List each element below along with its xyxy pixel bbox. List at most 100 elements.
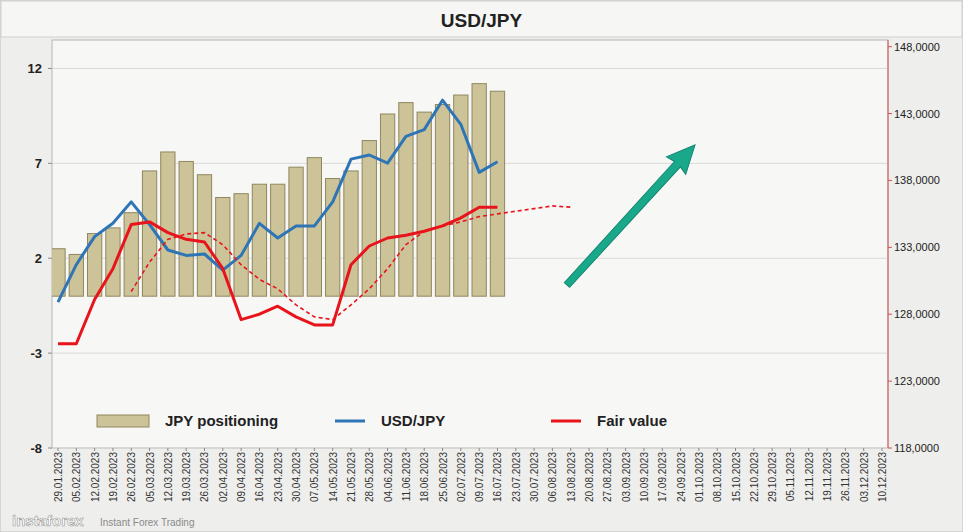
x-tick-label: 26.03.2023 — [199, 452, 210, 502]
legend-swatch — [551, 420, 581, 423]
tick — [296, 448, 297, 451]
tick — [369, 448, 370, 451]
x-tick-label: 05.11.2023 — [785, 452, 796, 502]
y2-tick-label: 118,0000 — [894, 442, 939, 454]
tick — [790, 448, 791, 451]
x-tick-label: 17.09.2023 — [657, 452, 668, 502]
tick — [662, 448, 663, 451]
x-tick-label: 02.07.2023 — [456, 452, 467, 502]
x-tick-label: 30.04.2023 — [291, 452, 302, 502]
line — [58, 207, 498, 344]
tick — [442, 448, 443, 451]
x-tick-label: 13.08.2023 — [566, 452, 577, 502]
bar — [380, 114, 394, 296]
legend-swatch — [97, 415, 149, 427]
x-tick-label: 04.06.2023 — [383, 452, 394, 502]
tick — [149, 448, 150, 451]
x-tick-label: 03.09.2023 — [621, 452, 632, 502]
bar — [326, 179, 340, 297]
x-tick-label: 12.11.2023 — [804, 452, 815, 502]
tick — [76, 448, 77, 451]
x-tick-label: 05.03.2023 — [145, 452, 156, 502]
bar — [490, 91, 504, 296]
y-tick-label: 12 — [28, 61, 42, 76]
grid-line — [52, 163, 888, 164]
tick — [888, 113, 892, 114]
tick — [698, 448, 699, 451]
tick — [589, 448, 590, 451]
tick — [643, 448, 644, 451]
x-tick-label: 08.10.2023 — [712, 452, 723, 502]
tick — [204, 448, 205, 451]
tick — [680, 448, 681, 451]
title-bar — [1, 1, 962, 37]
grid-line — [52, 448, 888, 449]
tick — [888, 247, 892, 248]
x-tick-label: 25.06.2023 — [438, 452, 449, 502]
tick — [48, 68, 52, 69]
tick — [332, 448, 333, 451]
x-tick-label: 06.08.2023 — [547, 452, 558, 502]
x-tick-label: 07.05.2023 — [309, 452, 320, 502]
background — [0, 0, 963, 532]
x-tick-label: 03.12.2023 — [859, 452, 870, 502]
bar — [289, 167, 303, 296]
x-tick-label: 12.03.2023 — [163, 452, 174, 502]
x-tick-label: 30.07.2023 — [529, 452, 540, 502]
tick — [222, 448, 223, 451]
x-tick-label: 23.04.2023 — [273, 452, 284, 502]
arrow — [557, 136, 704, 294]
tick — [863, 448, 864, 451]
x-tick-label: 19.02.2023 — [108, 452, 119, 502]
tick — [405, 448, 406, 451]
grid-line — [52, 258, 888, 259]
y2-tick-label: 133,0000 — [894, 241, 940, 253]
logo-subtext: Instant Forex Trading — [100, 517, 195, 528]
bar — [271, 184, 285, 296]
bar — [179, 161, 193, 296]
x-tick-label: 18.06.2023 — [419, 452, 430, 502]
x-tick-label: 20.08.2023 — [584, 452, 595, 502]
x-tick-label: 27.08.2023 — [602, 452, 613, 502]
tick — [888, 180, 892, 181]
legend-label: USD/JPY — [381, 412, 445, 429]
grid-line — [52, 68, 888, 69]
x-tick-label: 14.05.2023 — [328, 452, 339, 502]
bar — [399, 103, 413, 297]
tick — [515, 448, 516, 451]
x-tick-label: 09.04.2023 — [236, 452, 247, 502]
x-tick-label: 28.05.2023 — [364, 452, 375, 502]
tick — [570, 448, 571, 451]
arrow-shape — [557, 136, 704, 294]
tick — [131, 448, 132, 451]
x-tick-label: 21.05.2023 — [346, 452, 357, 502]
x-tick-label: 01.10.2023 — [694, 452, 705, 502]
tick — [350, 448, 351, 451]
bar — [106, 228, 120, 296]
bar — [472, 84, 486, 297]
x-tick-label: 16.07.2023 — [492, 452, 503, 502]
tick — [479, 448, 480, 451]
x-tick-label: 29.01.2023 — [53, 452, 64, 502]
tick — [845, 448, 846, 451]
tick — [827, 448, 828, 451]
tick — [48, 163, 52, 164]
tick — [772, 448, 773, 451]
tick — [753, 448, 754, 451]
chart: USD/JPY-8-32712118,0000123,0000128,00001… — [0, 0, 963, 532]
tick — [94, 448, 95, 451]
tick — [625, 448, 626, 451]
tick — [167, 448, 168, 451]
x-tick-label: 11.06.2023 — [401, 452, 412, 502]
tick — [387, 448, 388, 451]
x-tick-label: 10.12.2023 — [877, 452, 888, 502]
tick — [717, 448, 718, 451]
tick — [48, 353, 52, 354]
legend-label: JPY positioning — [165, 412, 278, 429]
tick — [888, 448, 892, 449]
y-tick-label: 2 — [35, 251, 42, 266]
x-tick-label: 02.04.2023 — [218, 452, 229, 502]
x-tick-label: 16.04.2023 — [254, 452, 265, 502]
bar — [435, 105, 449, 297]
x-tick-label: 29.10.2023 — [767, 452, 778, 502]
